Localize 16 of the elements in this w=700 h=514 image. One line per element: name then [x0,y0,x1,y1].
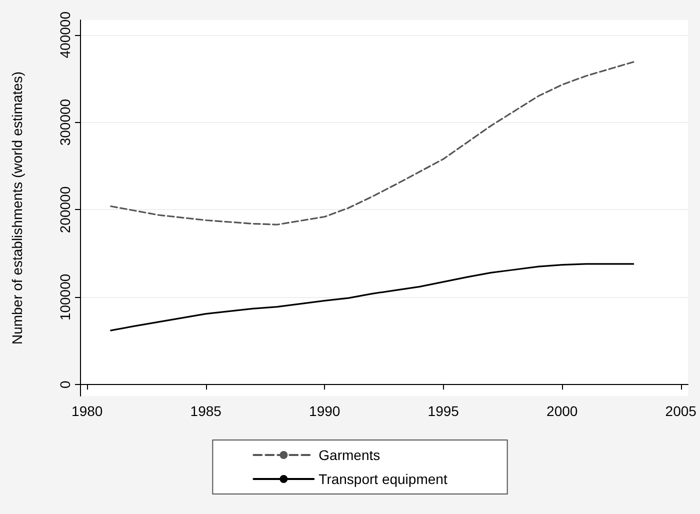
x-tick-label: 2000 [546,403,578,419]
x-tick-label: 1980 [72,403,103,419]
x-tick-label: 1995 [428,403,460,419]
y-axis-title: Number of establishments (world estimates) [9,71,25,345]
x-tick-label: 1990 [309,403,340,419]
y-tick-label: 400000 [57,11,73,58]
y-tick-label: 0 [57,380,73,389]
x-tick-label: 2005 [665,403,697,419]
legend-label: Garments [318,447,380,463]
y-tick-label: 200000 [57,186,73,234]
line-series [110,263,634,332]
line-series [110,61,634,226]
x-tick-label: 1985 [190,403,222,419]
y-tick-label: 100000 [57,274,73,321]
legend-label: Transport equipment [318,471,448,487]
y-tick-label: 300000 [57,98,73,146]
